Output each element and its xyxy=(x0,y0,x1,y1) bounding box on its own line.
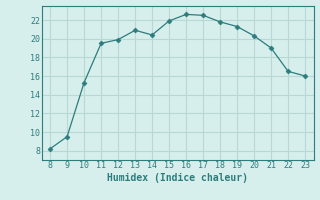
X-axis label: Humidex (Indice chaleur): Humidex (Indice chaleur) xyxy=(107,173,248,183)
